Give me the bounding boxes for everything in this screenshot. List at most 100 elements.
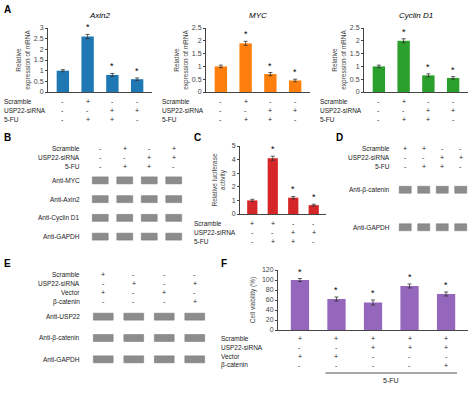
svg-text:Anti-β-catenin: Anti-β-catenin	[349, 186, 390, 194]
svg-text:-: -	[427, 98, 430, 105]
svg-text:1: 1	[198, 63, 202, 70]
svg-text:-: -	[172, 163, 175, 170]
svg-text:-: -	[61, 98, 64, 105]
svg-text:*: *	[271, 144, 275, 154]
svg-text:+: +	[402, 116, 406, 123]
svg-text:-: -	[163, 280, 166, 287]
svg-text:Scramble: Scramble	[362, 145, 390, 152]
svg-text:-: -	[298, 362, 301, 369]
svg-text:*: *	[291, 184, 295, 194]
svg-text:-: -	[294, 116, 297, 123]
svg-text:+: +	[371, 335, 375, 342]
svg-text:5-FU: 5-FU	[162, 116, 177, 123]
svg-text:-: -	[377, 98, 380, 105]
svg-text:+: +	[291, 229, 295, 236]
svg-text:-: -	[99, 163, 102, 170]
svg-text:-: -	[86, 107, 89, 114]
svg-text:*: *	[444, 280, 448, 290]
svg-text:-: -	[372, 362, 375, 369]
svg-text:5-FU: 5-FU	[194, 238, 209, 245]
svg-text:-: -	[244, 107, 247, 114]
svg-text:+: +	[271, 220, 275, 227]
svg-text:+: +	[403, 145, 407, 152]
svg-text:+: +	[244, 98, 248, 105]
svg-text:+: +	[147, 163, 151, 170]
svg-text:+: +	[110, 116, 114, 123]
svg-text:Anti-MYC: Anti-MYC	[52, 177, 80, 184]
svg-text:-: -	[61, 107, 64, 114]
svg-text:USP22-siRNA: USP22-siRNA	[38, 280, 80, 287]
svg-text:*: *	[402, 27, 406, 37]
svg-text:+: +	[271, 238, 275, 245]
svg-text:-: -	[61, 116, 64, 123]
svg-text:4: 4	[232, 156, 236, 163]
svg-text:+: +	[268, 116, 272, 123]
svg-text:-: -	[269, 98, 272, 105]
svg-text:Scramble: Scramble	[52, 271, 80, 278]
svg-text:+: +	[172, 145, 176, 152]
svg-text:+: +	[408, 335, 412, 342]
svg-text:USP22-siRNA: USP22-siRNA	[162, 107, 204, 114]
svg-text:-: -	[377, 116, 380, 123]
svg-text:+: +	[422, 145, 426, 152]
svg-text:Cyclin D1: Cyclin D1	[399, 11, 433, 20]
svg-text:-: -	[422, 154, 425, 161]
svg-text:Anti-Axin2: Anti-Axin2	[50, 196, 80, 203]
svg-text:80: 80	[266, 286, 274, 293]
svg-text:*: *	[334, 285, 338, 295]
svg-text:-: -	[292, 220, 295, 227]
svg-text:+: +	[298, 335, 302, 342]
svg-text:0: 0	[356, 88, 360, 95]
svg-text:-: -	[335, 344, 338, 351]
svg-text:Relativeexpression of mRNA: Relativeexpression of mRNA	[331, 30, 347, 90]
svg-text:0: 0	[232, 210, 236, 217]
svg-text:0.5: 0.5	[350, 76, 360, 83]
svg-text:+: +	[426, 116, 430, 123]
svg-text:USP22-siRNA: USP22-siRNA	[194, 229, 236, 236]
svg-text:-: -	[99, 154, 102, 161]
svg-text:-: -	[441, 145, 444, 152]
svg-text:Anti-GAPDH: Anti-GAPDH	[43, 233, 80, 240]
svg-text:2: 2	[198, 37, 202, 44]
svg-text:USP22-siRNA: USP22-siRNA	[38, 154, 80, 161]
svg-text:-: -	[377, 107, 380, 114]
svg-text:1: 1	[232, 197, 236, 204]
svg-text:+: +	[193, 280, 197, 287]
svg-text:5-FU: 5-FU	[65, 163, 80, 170]
svg-text:1: 1	[356, 63, 360, 70]
svg-text:-: -	[132, 289, 135, 296]
svg-text:+: +	[444, 362, 448, 369]
svg-text:-: -	[408, 353, 411, 360]
svg-text:2: 2	[40, 46, 44, 53]
svg-text:+: +	[172, 154, 176, 161]
svg-text:Scramble: Scramble	[52, 145, 80, 152]
svg-text:+: +	[451, 107, 455, 114]
svg-text:Scramble: Scramble	[221, 335, 249, 342]
svg-text:-: -	[459, 163, 462, 170]
svg-text:-: -	[298, 344, 301, 351]
svg-text:0: 0	[40, 88, 44, 95]
svg-text:-: -	[148, 145, 151, 152]
svg-text:1.5: 1.5	[350, 50, 360, 57]
svg-text:+: +	[86, 116, 90, 123]
svg-text:+: +	[250, 220, 254, 227]
svg-text:*: *	[268, 61, 272, 71]
svg-text:5-FU: 5-FU	[320, 116, 335, 123]
svg-text:β-catenin: β-catenin	[221, 361, 248, 369]
svg-text:-: -	[132, 298, 135, 305]
svg-text:5-FU: 5-FU	[4, 116, 19, 123]
svg-text:*: *	[110, 61, 114, 71]
svg-text:-: -	[404, 154, 407, 161]
svg-text:-: -	[136, 98, 139, 105]
svg-text:Vector: Vector	[221, 353, 240, 360]
svg-text:-: -	[219, 116, 222, 123]
svg-text:+: +	[123, 145, 127, 152]
svg-text:+: +	[291, 238, 295, 245]
svg-text:C: C	[194, 132, 201, 143]
svg-text:+: +	[147, 154, 151, 161]
svg-text:-: -	[136, 116, 139, 123]
svg-text:+: +	[444, 335, 448, 342]
svg-text:+: +	[268, 107, 272, 114]
svg-text:-: -	[111, 98, 114, 105]
svg-text:Anti-β-catenin: Anti-β-catenin	[39, 334, 80, 342]
